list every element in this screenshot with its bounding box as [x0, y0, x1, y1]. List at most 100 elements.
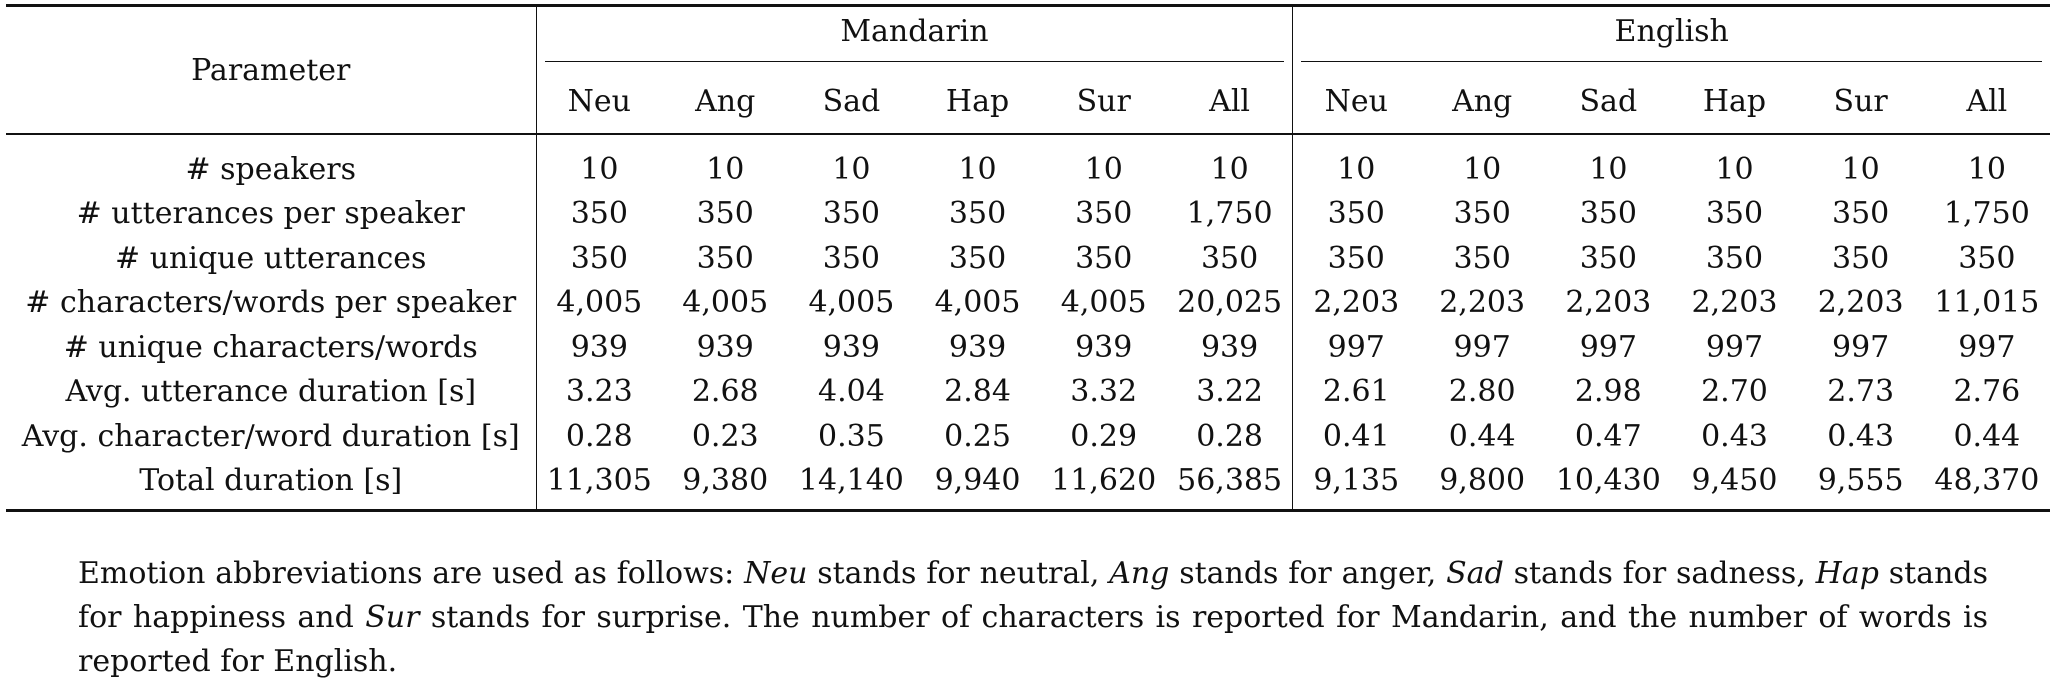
group-header-mandarin: Mandarin: [536, 5, 1294, 69]
row-label: # utterances per speaker: [6, 191, 537, 236]
cell-mandarin-neu: 4,005: [556, 285, 643, 321]
caption-text-4: stands for sadness,: [1503, 556, 1816, 591]
cell-mandarin-all: 350: [1166, 236, 1294, 281]
cell-english-neu: 350: [1327, 240, 1385, 276]
cell-english-sur: 9,555: [1817, 463, 1904, 499]
cell-mandarin-sur: 3.32: [1070, 374, 1138, 410]
table-row: # characters/words per speaker 4,005 4,005…: [6, 280, 2050, 325]
table-row: # speakers 10 10 10 10 10 10 10 10 10 10 10 10: [6, 134, 2050, 192]
col-header-mandarin-hap: Hap: [945, 83, 1010, 119]
emotion-dataset-table: Parameter Mandarin English Neu Ang Sad H…: [6, 4, 2050, 512]
caption-abbr-sur: Sur: [365, 600, 420, 635]
cell-mandarin-sad: 0.35: [817, 418, 885, 454]
cell-mandarin-hap: 10: [958, 151, 997, 187]
caption-text-3: stands for anger,: [1169, 556, 1447, 591]
cell-mandarin-hap: 9,940: [934, 463, 1021, 499]
table-header-row-groups: Parameter Mandarin English: [6, 5, 2050, 135]
cell-english-neu: 0.41: [1322, 418, 1390, 454]
table-row: Total duration [s] 11,305 9,380 14,140 9,940…: [6, 458, 2050, 511]
cell-mandarin-sur: 10: [1084, 151, 1123, 187]
cell-mandarin-all: 20,025: [1166, 280, 1294, 325]
cell-english-all: 48,370: [1934, 463, 2040, 499]
cell-mandarin-ang: 939: [696, 329, 754, 365]
cell-english-sad: 2.98: [1574, 374, 1642, 410]
cell-mandarin-all: 939: [1166, 325, 1294, 370]
cell-english-hap: 2,203: [1691, 285, 1778, 321]
cell-mandarin-ang: 4,005: [682, 285, 769, 321]
cell-mandarin-ang: 2.68: [691, 374, 759, 410]
table-caption: Emotion abbreviations are used as follow…: [78, 552, 1988, 684]
cell-english-ang: 2,203: [1439, 285, 1526, 321]
col-header-english-hap: Hap: [1702, 83, 1767, 119]
row-label: Total duration [s]: [6, 458, 537, 511]
row-label: # unique characters/words: [6, 325, 537, 370]
cell-mandarin-hap: 4,005: [934, 285, 1021, 321]
cell-english-sad: 2,203: [1565, 285, 1652, 321]
cell-english-hap: 2.70: [1701, 374, 1768, 410]
caption-abbr-sad: Sad: [1446, 556, 1504, 591]
cell-mandarin-neu: 939: [570, 329, 628, 365]
cell-english-all: 2.76: [1953, 374, 2021, 410]
cell-english-sad: 350: [1579, 240, 1637, 276]
document-page: Parameter Mandarin English Neu Ang Sad H…: [6, 4, 2050, 679]
cell-english-sad: 10: [1589, 151, 1628, 187]
cell-mandarin-sur: 939: [1075, 329, 1133, 365]
cell-english-all: 0.44: [1953, 418, 2021, 454]
col-header-mandarin-neu: Neu: [567, 83, 631, 119]
table-row: # unique utterances 350 350 350 350 350 350 350…: [6, 236, 2050, 281]
cell-mandarin-sad: 350: [822, 240, 881, 276]
group-header-english-label: English: [1301, 14, 2042, 62]
cell-english-ang: 350: [1453, 240, 1511, 276]
caption-abbr-neu: Neu: [744, 556, 808, 591]
table-header-row-emotions: Neu Ang Sad Hap Sur All Neu Ang Sad Hap …: [6, 69, 2050, 134]
table-body: # speakers 10 10 10 10 10 10 10 10 10 10 10 10 # utte…: [6, 134, 2050, 511]
cell-mandarin-neu: 350: [570, 196, 628, 232]
cell-mandarin-sad: 10: [832, 151, 871, 187]
cell-english-hap: 0.43: [1701, 418, 1768, 454]
row-label: Avg. character/word duration [s]: [6, 414, 537, 459]
cell-english-ang: 10: [1463, 151, 1502, 187]
cell-english-all: 1,750: [1943, 196, 2030, 232]
cell-english-all: 997: [1958, 329, 2016, 365]
cell-english-neu: 997: [1327, 329, 1385, 365]
table-row: Avg. character/word duration [s] 0.28 0.23…: [6, 414, 2050, 459]
cell-english-sur: 350: [1832, 196, 1890, 232]
cell-english-hap: 350: [1705, 240, 1764, 276]
cell-english-ang: 2.80: [1448, 374, 1516, 410]
group-header-mandarin-label: Mandarin: [544, 14, 1285, 62]
cell-mandarin-sur: 350: [1075, 240, 1133, 276]
cell-mandarin-hap: 350: [948, 240, 1007, 276]
cell-english-sur: 2.73: [1827, 374, 1895, 410]
group-header-english: English: [1293, 6, 2050, 70]
cell-english-neu: 2.61: [1322, 374, 1390, 410]
cell-mandarin-neu: 10: [580, 151, 619, 187]
cell-mandarin-ang: 0.23: [691, 418, 759, 454]
cell-english-sur: 997: [1832, 329, 1890, 365]
col-header-english-neu: Neu: [1324, 83, 1388, 119]
col-header-mandarin-sur: Sur: [1076, 83, 1131, 119]
cell-english-sad: 997: [1579, 329, 1637, 365]
cell-mandarin-neu: 11,305: [546, 463, 652, 499]
cell-mandarin-sad: 939: [822, 329, 881, 365]
cell-mandarin-all: 3.22: [1166, 369, 1294, 414]
cell-english-hap: 10: [1715, 151, 1754, 187]
row-label: # characters/words per speaker: [6, 280, 537, 325]
cell-english-ang: 997: [1453, 329, 1511, 365]
cell-english-hap: 350: [1705, 196, 1764, 232]
col-header-mandarin-all: All: [1166, 69, 1294, 134]
cell-english-sad: 350: [1579, 196, 1637, 232]
cell-mandarin-ang: 350: [696, 240, 754, 276]
cell-english-ang: 9,800: [1439, 463, 1526, 499]
cell-mandarin-hap: 939: [948, 329, 1007, 365]
table-row: Avg. utterance duration [s] 3.23 2.68 4.04 2…: [6, 369, 2050, 414]
cell-english-all: 11,015: [1934, 285, 2040, 321]
cell-english-neu: 350: [1327, 196, 1385, 232]
cell-mandarin-all: 0.28: [1166, 414, 1294, 459]
cell-english-sad: 10,430: [1555, 463, 1661, 499]
cell-mandarin-sur: 4,005: [1060, 285, 1147, 321]
cell-mandarin-neu: 0.28: [565, 418, 633, 454]
caption-text-1: Emotion abbreviations are used as follow…: [78, 556, 745, 591]
cell-english-all: 10: [1967, 151, 2006, 187]
parameter-header: Parameter: [6, 5, 537, 135]
col-header-english-sad: Sad: [1579, 83, 1638, 119]
